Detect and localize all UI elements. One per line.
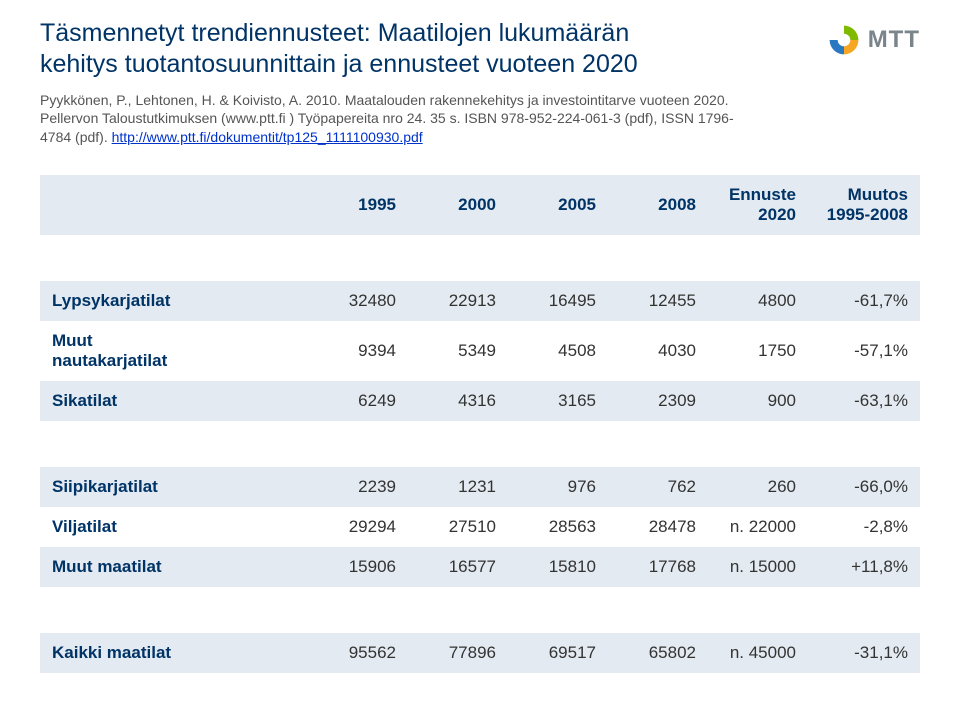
row-label: Siipikarjatilat: [40, 467, 308, 507]
cell: 260: [708, 467, 808, 507]
cell: 5349: [408, 321, 508, 381]
col-header: [40, 175, 308, 235]
col-header: 2000: [408, 175, 508, 235]
table-row: Viljatilat29294275102856328478n. 22000-2…: [40, 507, 920, 547]
cell: n. 22000: [708, 507, 808, 547]
cell: n. 45000: [708, 633, 808, 673]
mtt-logo-icon: [826, 22, 862, 58]
farms-table: 1995200020052008Ennuste2020Muutos1995-20…: [40, 175, 920, 673]
table-row: Lypsykarjatilat324802291316495124554800-…: [40, 281, 920, 321]
citation-link[interactable]: http://www.ptt.fi/dokumentit/tp125_11111…: [112, 129, 423, 145]
cell: 900: [708, 381, 808, 421]
table-row: Sikatilat6249431631652309900-63,1%: [40, 381, 920, 421]
cell: 32480: [308, 281, 408, 321]
cell: 22913: [408, 281, 508, 321]
cell: 12455: [608, 281, 708, 321]
cell: -66,0%: [808, 467, 920, 507]
cell: 4800: [708, 281, 808, 321]
cell: 1750: [708, 321, 808, 381]
citation-text: Pyykkönen, P., Lehtonen, H. & Koivisto, …: [40, 91, 760, 148]
col-header: 1995: [308, 175, 408, 235]
table-row: Kaikki maatilat95562778966951765802n. 45…: [40, 633, 920, 673]
col-header: Ennuste2020: [708, 175, 808, 235]
table-head: 1995200020052008Ennuste2020Muutos1995-20…: [40, 175, 920, 235]
cell: 65802: [608, 633, 708, 673]
table-row: Muutnautakarjatilat93945349450840301750-…: [40, 321, 920, 381]
col-header: Muutos1995-2008: [808, 175, 920, 235]
row-label: Muutnautakarjatilat: [40, 321, 308, 381]
cell: 27510: [408, 507, 508, 547]
cell: -61,7%: [808, 281, 920, 321]
cell: 3165: [508, 381, 608, 421]
row-label: Muut maatilat: [40, 547, 308, 587]
row-label: Lypsykarjatilat: [40, 281, 308, 321]
table-row: Siipikarjatilat22391231976762260-66,0%: [40, 467, 920, 507]
col-header: 2008: [608, 175, 708, 235]
mtt-logo: MTT: [826, 22, 920, 58]
cell: 16495: [508, 281, 608, 321]
cell: 2239: [308, 467, 408, 507]
cell: 69517: [508, 633, 608, 673]
cell: 28563: [508, 507, 608, 547]
cell: 4508: [508, 321, 608, 381]
col-header: 2005: [508, 175, 608, 235]
cell: -2,8%: [808, 507, 920, 547]
data-table-wrap: 1995200020052008Ennuste2020Muutos1995-20…: [40, 175, 920, 673]
row-label: Kaikki maatilat: [40, 633, 308, 673]
cell: 4316: [408, 381, 508, 421]
row-label: Sikatilat: [40, 381, 308, 421]
cell: 95562: [308, 633, 408, 673]
cell: 15906: [308, 547, 408, 587]
cell: -31,1%: [808, 633, 920, 673]
cell: 1231: [408, 467, 508, 507]
title-block: Täsmennetyt trendiennusteet: Maatilojen …: [40, 18, 638, 81]
cell: 762: [608, 467, 708, 507]
cell: 77896: [408, 633, 508, 673]
cell: 976: [508, 467, 608, 507]
table-body: Lypsykarjatilat324802291316495124554800-…: [40, 235, 920, 673]
cell: 28478: [608, 507, 708, 547]
title-line-1: Täsmennetyt trendiennusteet: Maatilojen …: [40, 19, 629, 47]
cell: 29294: [308, 507, 408, 547]
cell: 16577: [408, 547, 508, 587]
table-head-row: 1995200020052008Ennuste2020Muutos1995-20…: [40, 175, 920, 235]
cell: 2309: [608, 381, 708, 421]
cell: -57,1%: [808, 321, 920, 381]
cell: n. 15000: [708, 547, 808, 587]
title-line-2: kehitys tuotantosuunnittain ja ennusteet…: [40, 50, 638, 78]
mtt-logo-text: MTT: [868, 26, 920, 54]
cell: 15810: [508, 547, 608, 587]
header-row: Täsmennetyt trendiennusteet: Maatilojen …: [40, 18, 920, 81]
row-label: Viljatilat: [40, 507, 308, 547]
cell: 9394: [308, 321, 408, 381]
cell: -63,1%: [808, 381, 920, 421]
cell: 6249: [308, 381, 408, 421]
cell: 4030: [608, 321, 708, 381]
table-row: Muut maatilat15906165771581017768n. 1500…: [40, 547, 920, 587]
page-title: Täsmennetyt trendiennusteet: Maatilojen …: [40, 18, 638, 81]
cell: 17768: [608, 547, 708, 587]
cell: +11,8%: [808, 547, 920, 587]
